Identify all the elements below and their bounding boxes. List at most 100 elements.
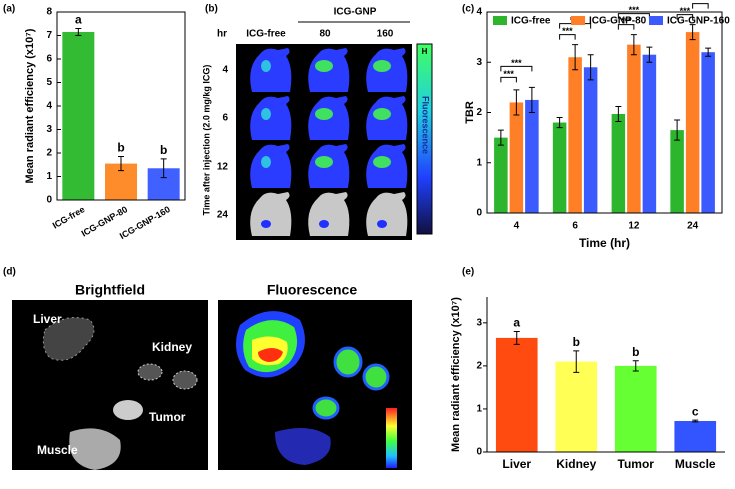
bar [670,130,684,213]
x-tick-label: Liver [502,457,531,471]
signal [373,60,391,72]
hr-label: hr [217,29,227,40]
y-tick-label: 2 [476,361,482,372]
significance-bracket [559,34,576,40]
legend-swatch [493,16,507,25]
significance-bracket [692,3,709,9]
y-axis-label: Time after injection (2.0 mg/kg ICG) [201,65,211,216]
bar [627,44,641,213]
error-bar [513,330,520,345]
bar [494,137,508,213]
signal [377,220,387,228]
legend-label: ICG-free [511,16,551,27]
bar [555,361,598,452]
y-tick-label: 4 [46,101,52,112]
error-bar [572,44,579,71]
brightfield-organs [42,317,198,470]
panel-label: (d) [3,267,16,278]
organ-label: Kidney [152,340,192,354]
y-tick-label: 3 [46,124,52,135]
bar [674,421,717,452]
bar [509,102,524,213]
significance-bracket [500,65,533,72]
error-bar [513,89,520,116]
error-bar [630,34,637,56]
colorbar-label: Fluorescence [421,96,431,154]
x-axis-label: Time (hr) [579,236,630,250]
error-bar [632,360,639,372]
column-label: ICG-free [246,29,286,40]
significance-bracket [500,76,517,83]
group-label: ICG-GNP [334,7,377,18]
x-tick-label: 12 [628,221,640,232]
signal [261,220,271,228]
significance-label: *** [621,16,632,26]
error-bar [118,156,124,172]
significance-label: *** [680,6,691,16]
plot-frame [486,11,723,214]
bar [525,99,539,213]
legend-swatch [571,16,585,25]
significance-letter: b [632,345,639,359]
significance-label: * [699,0,703,5]
x-tick-label: 6 [572,221,578,232]
y-tick-label: 8 [46,7,52,18]
x-tick-label: 24 [687,221,699,232]
column-label: 160 [377,29,394,40]
panel-label: (c) [462,4,474,15]
x-tick-label: Kidney [556,457,596,471]
y-tick-label: 0 [476,208,482,219]
error-bar [587,54,594,81]
error-bar [646,46,653,63]
error-bar [528,86,535,113]
signal [373,156,391,168]
signal [319,220,329,228]
error-bar [160,158,167,179]
mouse [250,96,292,140]
y-tick-label: 1 [476,404,482,415]
organ-label: Liver [33,312,62,326]
x-tick-label: Muscle [675,457,716,471]
error-bar [692,419,699,423]
significance-label: *** [562,26,573,36]
bar [614,365,657,452]
significance-letter: c [692,404,699,418]
legend-label: ICG-GNP-80 [589,16,647,27]
row-label: 4 [222,65,228,76]
significance-letter: b [573,335,580,349]
bar [568,57,582,213]
y-tick-label: 0 [476,447,482,458]
bar [583,67,598,214]
signal [315,60,333,72]
significance-bracket [617,24,635,30]
bar [62,31,95,200]
y-axis-label: Mean radiant efficiency (x10⁷) [24,28,36,183]
significance-bracket [676,14,694,20]
mouse [250,192,292,236]
x-tick-label: ICG-free [51,204,87,230]
panel-label: (e) [462,267,474,278]
mouse [308,192,350,236]
significance-letter: b [160,143,167,157]
axis-line [486,297,725,453]
x-tick-label: 4 [514,221,520,232]
y-tick-label: 2 [476,107,482,118]
significance-label: *** [503,69,514,79]
bar [495,337,538,452]
y-axis-label: TBR [464,101,476,124]
error-bar [689,24,696,41]
x-tick-label: Tumor [618,457,655,471]
signal [261,60,271,72]
bar [685,32,700,213]
error-bar [705,47,712,57]
image-title: Fluorescence [267,282,357,298]
organ-label: Tumor [149,410,186,424]
legend-label: ICG-GNP-160 [667,16,730,27]
row-label: 12 [217,162,229,173]
significance-letter: a [75,13,82,27]
error-bar [75,27,82,36]
bar [701,52,715,214]
colorbar [416,43,433,235]
legend-swatch [649,16,663,25]
